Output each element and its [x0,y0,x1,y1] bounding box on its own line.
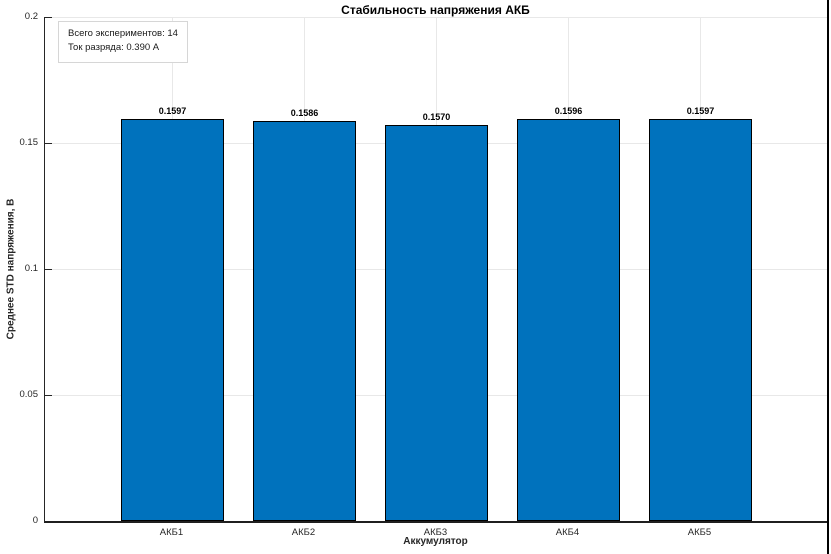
bar [385,125,488,521]
y-tick-mark [45,268,52,270]
bar [649,118,752,521]
bar [253,121,356,521]
bar-value-label: 0.1586 [290,108,319,119]
bar-value-label: 0.1597 [158,105,187,116]
chart-title: Стабильность напряжения АКБ [341,3,530,17]
x-tick-label: АКБ2 [291,527,316,538]
y-tick-mark [45,142,52,144]
annotation-box: Всего экспериментов: 14 Ток разряда: 0.3… [58,21,188,63]
x-tick-label: АКБ5 [687,527,712,538]
y-tick-mark [45,16,52,18]
bar [517,118,620,521]
bar-value-label: 0.1570 [422,112,451,123]
y-tick-label: 0 [32,515,38,526]
bar [121,118,224,521]
y-tick-label: 0.1 [24,263,38,274]
x-axis-label: Аккумулятор [403,536,468,547]
window-right-border [827,0,829,554]
y-tick-mark [45,394,52,396]
y-tick-label: 0.15 [19,137,39,148]
x-tick-label: АКБ3 [423,527,448,538]
x-tick-label: АКБ1 [159,527,184,538]
annotation-line-2: Ток разряда: 0.390 А [68,42,160,54]
bar-value-label: 0.1597 [686,105,715,116]
y-tick-label: 0.2 [24,11,38,22]
x-tick-label: АКБ4 [555,527,580,538]
annotation-line-1: Всего экспериментов: 14 [68,28,178,39]
bar-value-label: 0.1596 [554,105,583,116]
plot-area: Всего экспериментов: 14 Ток разряда: 0.3… [44,16,828,523]
y-tick-label: 0.05 [19,389,39,400]
